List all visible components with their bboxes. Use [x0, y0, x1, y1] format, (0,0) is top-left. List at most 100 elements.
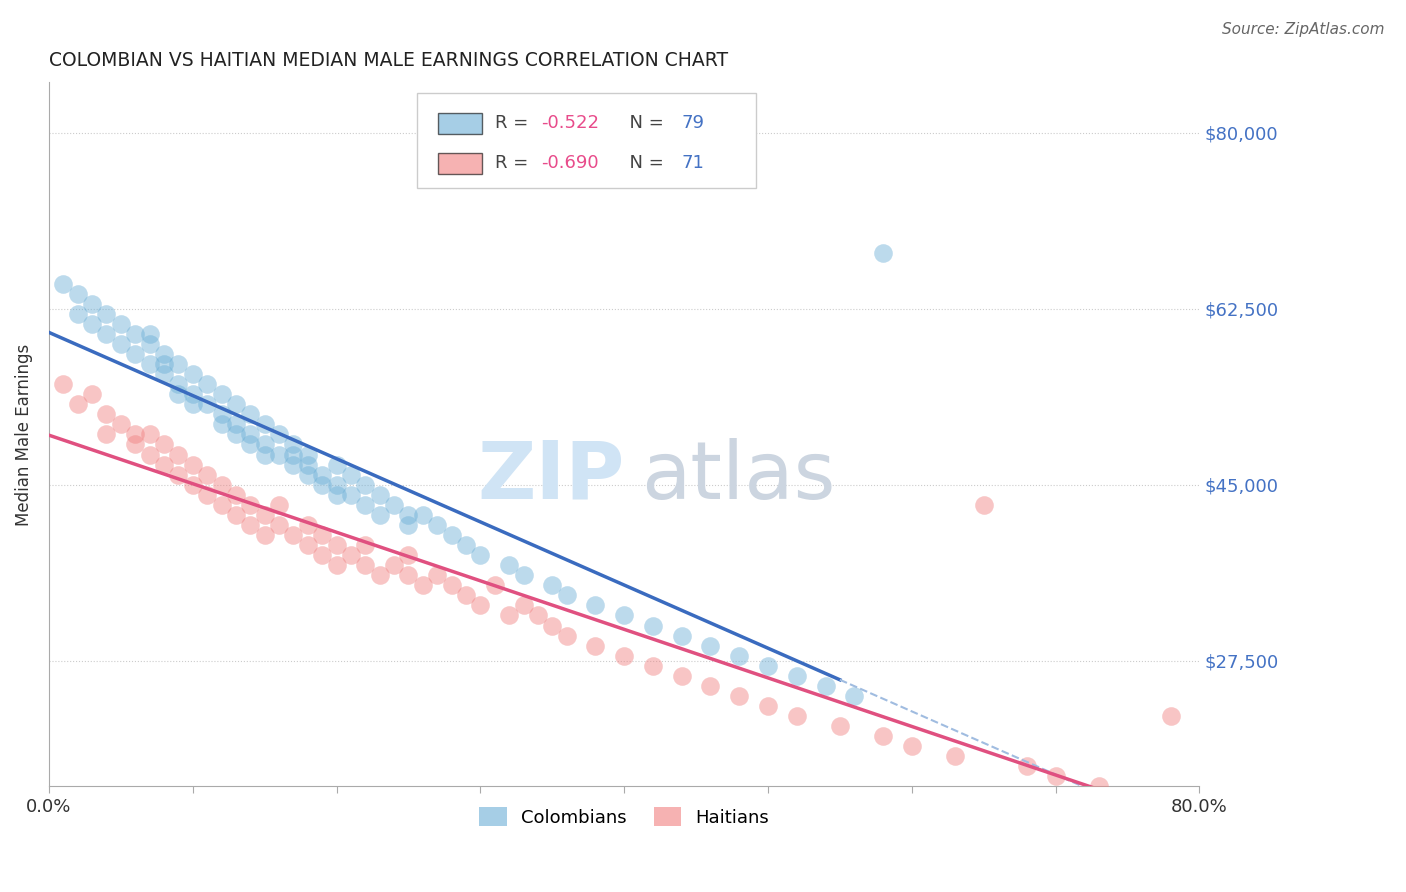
- Point: [96, 326, 118, 341]
- Point: [225, 397, 247, 411]
- Point: [297, 448, 319, 462]
- Point: [167, 357, 190, 371]
- Point: [325, 558, 347, 573]
- Point: [1160, 709, 1182, 723]
- Point: [239, 437, 262, 451]
- Point: [167, 387, 190, 401]
- Text: 79: 79: [682, 114, 704, 132]
- Point: [283, 437, 305, 451]
- Point: [398, 548, 420, 562]
- Point: [195, 377, 218, 392]
- Point: [583, 599, 606, 613]
- Point: [498, 558, 520, 573]
- Point: [728, 648, 751, 663]
- Point: [211, 477, 233, 491]
- Point: [124, 326, 146, 341]
- Point: [340, 548, 363, 562]
- Point: [195, 467, 218, 482]
- Point: [527, 608, 550, 623]
- Point: [641, 618, 664, 632]
- Point: [297, 458, 319, 472]
- Point: [167, 448, 190, 462]
- Point: [239, 407, 262, 421]
- Point: [82, 317, 104, 331]
- Point: [613, 608, 636, 623]
- Point: [138, 337, 160, 351]
- Point: [195, 397, 218, 411]
- Point: [641, 658, 664, 673]
- Point: [153, 347, 176, 361]
- Point: [756, 658, 779, 673]
- Legend: Colombians, Haitians: Colombians, Haitians: [472, 800, 776, 834]
- Point: [412, 508, 434, 522]
- Point: [786, 669, 808, 683]
- Point: [311, 528, 333, 542]
- Text: -0.522: -0.522: [541, 114, 599, 132]
- Point: [412, 578, 434, 592]
- Point: [66, 397, 89, 411]
- Point: [311, 467, 333, 482]
- Point: [181, 477, 204, 491]
- Point: [512, 599, 534, 613]
- Point: [728, 689, 751, 703]
- Point: [110, 417, 132, 432]
- Point: [110, 337, 132, 351]
- Point: [512, 568, 534, 582]
- Point: [454, 588, 477, 602]
- Point: [138, 326, 160, 341]
- Point: [440, 578, 463, 592]
- Point: [181, 387, 204, 401]
- Point: [872, 246, 894, 260]
- Point: [786, 709, 808, 723]
- Point: [138, 357, 160, 371]
- Point: [325, 458, 347, 472]
- Point: [225, 488, 247, 502]
- Y-axis label: Median Male Earnings: Median Male Earnings: [15, 343, 32, 525]
- FancyBboxPatch shape: [418, 93, 756, 188]
- Text: COLOMBIAN VS HAITIAN MEDIAN MALE EARNINGS CORRELATION CHART: COLOMBIAN VS HAITIAN MEDIAN MALE EARNING…: [49, 51, 728, 70]
- Point: [239, 498, 262, 512]
- Point: [124, 437, 146, 451]
- Point: [283, 528, 305, 542]
- Point: [541, 578, 564, 592]
- Point: [368, 508, 391, 522]
- Point: [239, 518, 262, 533]
- Point: [340, 488, 363, 502]
- Point: [872, 729, 894, 743]
- Point: [110, 317, 132, 331]
- Point: [426, 568, 449, 582]
- Text: atlas: atlas: [641, 438, 835, 516]
- Text: R =: R =: [495, 114, 534, 132]
- Point: [1116, 789, 1139, 804]
- Point: [167, 467, 190, 482]
- Point: [66, 307, 89, 321]
- Point: [181, 397, 204, 411]
- Point: [239, 427, 262, 442]
- Point: [211, 387, 233, 401]
- Point: [253, 508, 276, 522]
- Point: [52, 277, 75, 291]
- Point: [66, 286, 89, 301]
- Point: [340, 467, 363, 482]
- Point: [844, 689, 866, 703]
- Text: ZIP: ZIP: [477, 438, 624, 516]
- Point: [138, 427, 160, 442]
- Point: [153, 458, 176, 472]
- Point: [52, 377, 75, 392]
- Point: [311, 548, 333, 562]
- Point: [541, 618, 564, 632]
- Point: [325, 488, 347, 502]
- Point: [484, 578, 506, 592]
- Point: [398, 568, 420, 582]
- Text: Source: ZipAtlas.com: Source: ZipAtlas.com: [1222, 22, 1385, 37]
- Point: [267, 498, 290, 512]
- Point: [211, 498, 233, 512]
- Point: [1015, 759, 1038, 773]
- Point: [82, 296, 104, 310]
- Point: [613, 648, 636, 663]
- Point: [1087, 780, 1109, 794]
- Point: [225, 427, 247, 442]
- Text: -0.690: -0.690: [541, 154, 599, 172]
- Point: [756, 698, 779, 713]
- Point: [297, 467, 319, 482]
